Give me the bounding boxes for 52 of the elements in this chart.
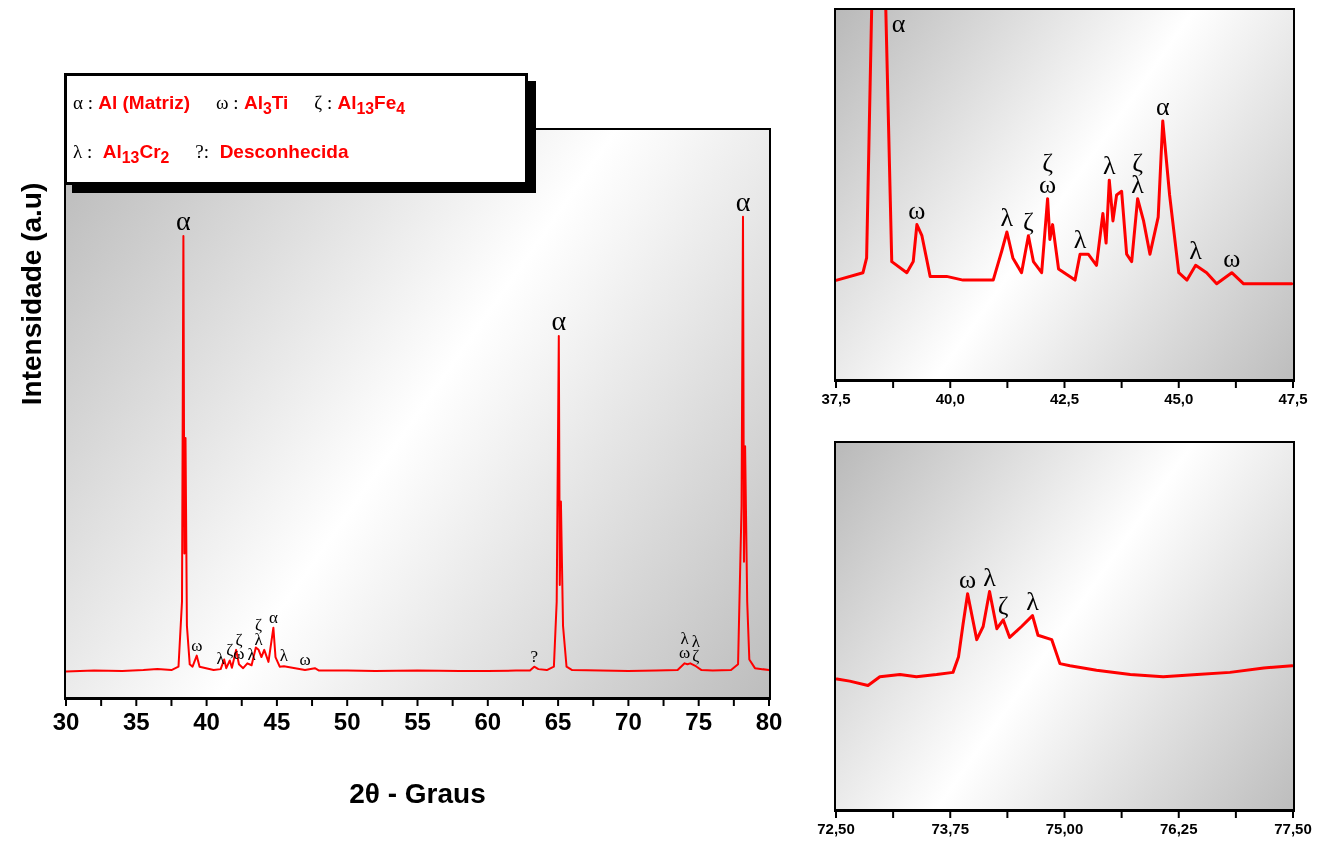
annotation: λ xyxy=(1026,586,1039,616)
x-tick-label: 75,00 xyxy=(1045,819,1084,837)
annotation: α xyxy=(176,204,191,236)
x-tick-label: 76,25 xyxy=(1159,819,1198,837)
annotation: ω xyxy=(299,649,311,669)
annotation: λ xyxy=(216,648,225,668)
annotation: α xyxy=(551,304,567,336)
x-tick-label: 60 xyxy=(474,707,502,735)
annotation: λ xyxy=(279,645,289,665)
x-tick-label: 70 xyxy=(615,707,642,735)
text: α : Al (Matriz) xyxy=(73,91,191,113)
x-tick-label: 40,0 xyxy=(935,389,965,407)
annotation: ζ xyxy=(226,640,234,660)
annotation: ω xyxy=(908,195,926,225)
text: ζ : Al$_{13}$Fe$_{4}$ xyxy=(314,91,406,117)
x-tick-label: 75 xyxy=(685,707,713,735)
text: ?: Desconhecida xyxy=(195,140,349,162)
x-tick-label: 30 xyxy=(52,707,80,735)
text: ω : Al$_{3}$Ti xyxy=(216,91,289,117)
annotation: α xyxy=(891,9,906,38)
y-axis-title: Intensidade (a.u) xyxy=(16,182,48,406)
x-tick-label: 37,5 xyxy=(821,389,851,407)
x-tick-label: 42,5 xyxy=(1049,389,1080,407)
annotation: λ xyxy=(1102,150,1116,180)
x-tick-label: 35 xyxy=(122,707,150,735)
x-tick-label: 72,50 xyxy=(817,819,855,837)
annotation: ζ xyxy=(997,590,1009,620)
annotation: ω xyxy=(959,564,977,594)
x-tick-label: 45,0 xyxy=(1164,389,1194,407)
annotation: λ xyxy=(983,562,996,592)
annotation: α xyxy=(735,185,751,217)
x-tick-label: 73,75 xyxy=(931,819,970,837)
x-tick-label: 47,5 xyxy=(1278,389,1308,407)
annotation: ω xyxy=(191,635,203,655)
x-tick-label: 55 xyxy=(404,707,431,735)
annotation: ω xyxy=(1223,243,1241,273)
text: λ : Al$_{13}$Cr$_{2}$ xyxy=(73,140,170,166)
x-tick-label: 40 xyxy=(193,707,220,735)
annotation: λ xyxy=(1073,224,1087,254)
x-tick-label: 80 xyxy=(755,707,783,735)
x-tick-label: 50 xyxy=(333,707,361,735)
annotation: ζ xyxy=(1023,206,1034,236)
annotation: ? xyxy=(530,646,538,666)
x-axis-title: 2θ - Graus xyxy=(348,778,487,810)
annotation: α xyxy=(1155,91,1170,121)
annotation: α xyxy=(268,607,278,627)
annotation: λ xyxy=(1000,202,1014,232)
x-tick-label: 77,50 xyxy=(1274,819,1312,837)
annotation: λ xyxy=(691,631,700,651)
x-tick-label: 65 xyxy=(544,707,572,735)
x-tick-label: 45 xyxy=(263,707,291,735)
annotation: λ xyxy=(1189,235,1202,265)
